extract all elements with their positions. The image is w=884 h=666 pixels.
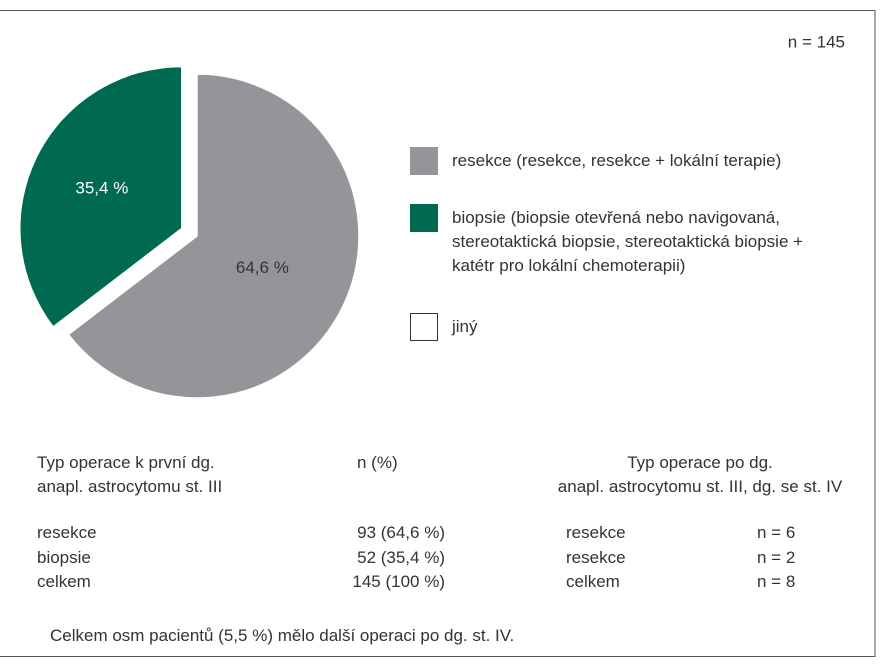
- pie-slice: [19, 65, 183, 329]
- legend-swatch: [410, 313, 438, 341]
- data-label: 64,6 %: [236, 258, 289, 277]
- table-cell: 93 (64,6 %): [357, 523, 445, 542]
- table-cell: n = 2: [757, 547, 796, 567]
- table-cell: 145 (100 %): [352, 572, 445, 591]
- table-cell: 52 (35,4 %): [357, 547, 445, 567]
- legend-label: resekce (resekce, resekce + lokální tera…: [452, 151, 782, 170]
- footnote: Celkem osm pacientů (5,5 %) mělo další o…: [50, 626, 515, 645]
- table-cell: resekce: [566, 523, 626, 542]
- legend-label: jiný: [452, 317, 478, 336]
- table-header: Typ operace po dg.: [627, 453, 773, 472]
- table-cell: resekce: [37, 523, 97, 542]
- data-label: 35,4 %: [75, 179, 128, 198]
- table-header: anapl. astrocytomu st. III: [37, 477, 223, 496]
- table-cell: n = 6: [757, 523, 796, 542]
- table-cell: n = 8: [757, 572, 796, 591]
- table-header: n (%): [357, 453, 398, 472]
- table-cell: celkem: [37, 572, 91, 591]
- table-header: anapl. astrocytomu st. III, dg. se st. I…: [557, 477, 843, 496]
- frame: [0, 10, 876, 657]
- table-cell: resekce: [566, 547, 626, 567]
- table-cell: biopsie: [37, 547, 91, 567]
- legend-swatch: [410, 147, 438, 175]
- legend-label: biopsie (biopsie otevřená nebo navigovan…: [452, 208, 804, 275]
- table-header: Typ operace k první dg.: [37, 453, 215, 472]
- annotation: n = 145: [788, 32, 845, 51]
- pie-slice: [67, 73, 360, 399]
- table-cell: celkem: [566, 572, 620, 591]
- legend-swatch: [410, 204, 438, 232]
